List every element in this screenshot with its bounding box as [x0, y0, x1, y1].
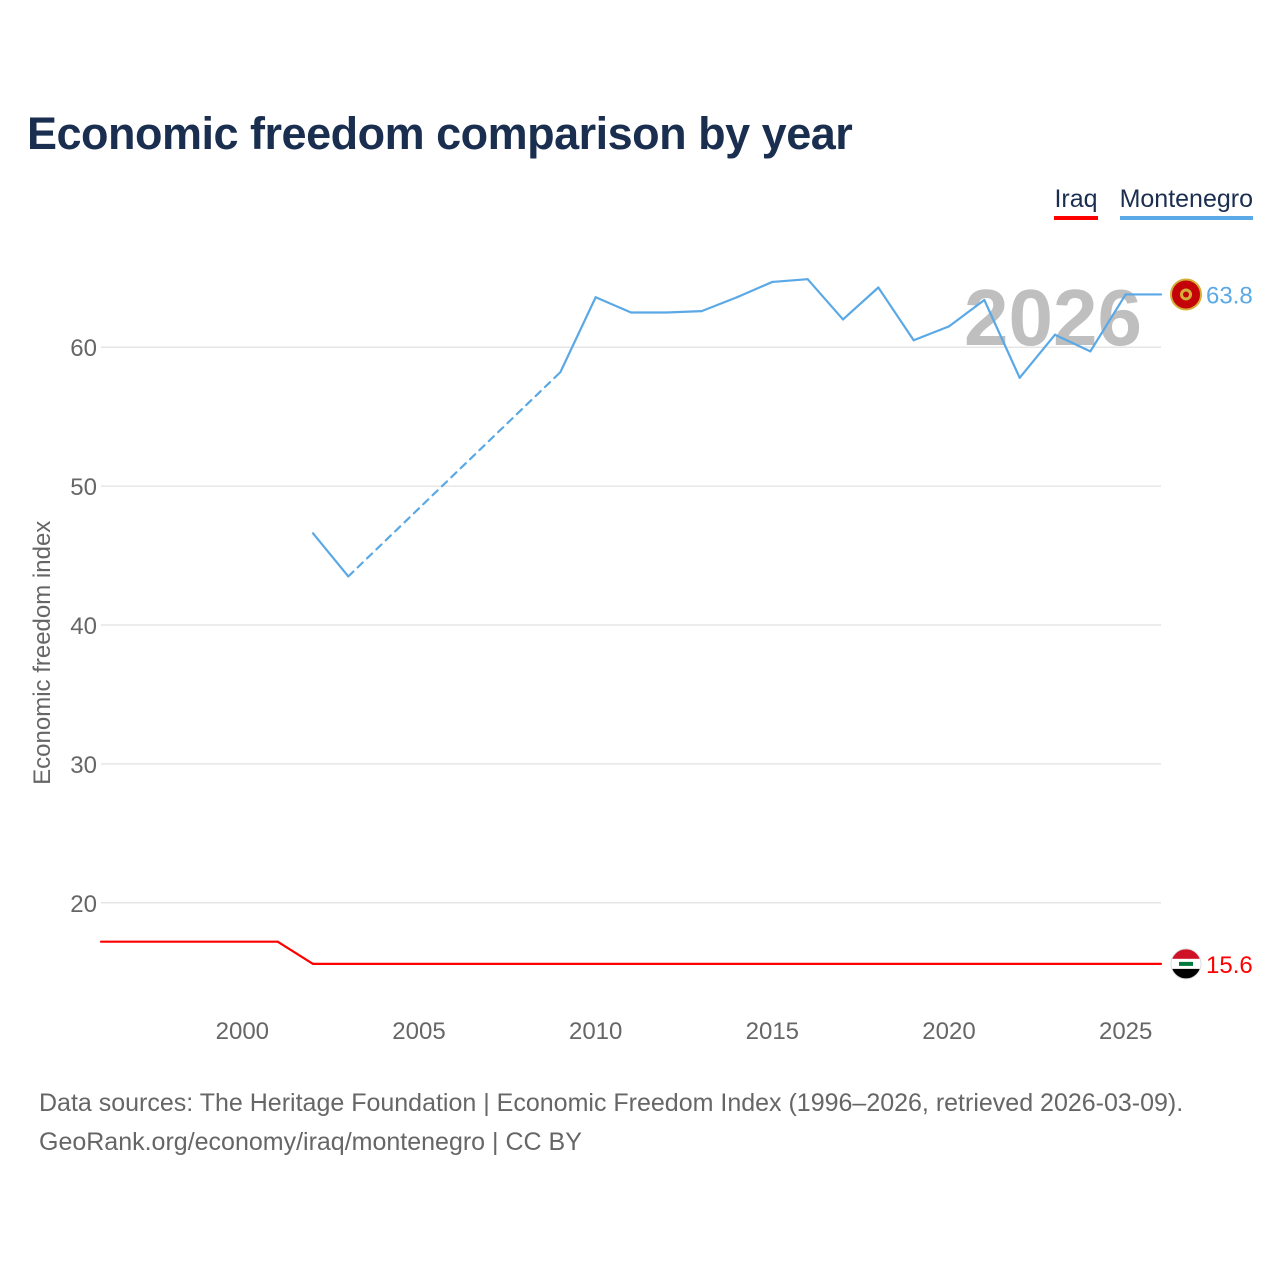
y-axis-label: Economic freedom index — [29, 521, 56, 785]
footer: Data sources: The Heritage Foundation | … — [39, 1084, 1183, 1162]
montenegro-segment-2022-2023 — [1018, 333, 1057, 379]
montenegro-segment-2024-2025 — [1089, 293, 1127, 353]
montenegro-segment-2017-2018 — [841, 286, 880, 321]
iraq-flag-icon — [1170, 948, 1202, 980]
iraq-segment-2001-2002 — [276, 940, 315, 965]
series-lines — [99, 278, 1163, 965]
montenegro-segment-2002-2003 — [311, 532, 350, 578]
montenegro-segment-2014-2015 — [735, 280, 774, 299]
x-tick-2010: 2010 — [569, 1018, 622, 1045]
montenegro-flag-icon — [1170, 278, 1202, 311]
legend-item-montenegro[interactable]: Montenegro — [1119, 184, 1253, 220]
montenegro-segment-2020-2021 — [947, 298, 986, 328]
montenegro-segment-2010-2011 — [594, 296, 633, 314]
year-watermark: 2026 — [964, 273, 1142, 362]
y-axis-ticks: 20 30 40 50 60 — [70, 335, 97, 918]
x-tick-2020: 2020 — [922, 1018, 975, 1045]
montenegro-segment-2003-2009 — [347, 371, 562, 578]
montenegro-segment-2013-2014 — [700, 296, 739, 313]
footer-attribution: GeoRank.org/economy/iraq/montenegro | CC… — [39, 1128, 582, 1156]
y-tick-30: 30 — [70, 752, 97, 779]
montenegro-segment-2023-2024 — [1053, 333, 1092, 353]
montenegro-segment-2015-2016 — [771, 278, 809, 284]
x-tick-2025: 2025 — [1099, 1018, 1152, 1045]
x-axis-ticks: 2000 2005 2010 2015 2020 2025 — [216, 1018, 1153, 1045]
chart-title: Economic freedom comparison by year — [27, 108, 853, 159]
y-tick-60: 60 — [70, 335, 97, 362]
montenegro-segment-2021-2022 — [983, 298, 1021, 379]
y-tick-50: 50 — [70, 474, 97, 501]
line-chart: 20 30 40 50 60 2000 2005 2010 2015 2020 2025 Econ… — [29, 273, 1253, 1045]
montenegro-segment-2018-2019 — [877, 286, 915, 342]
y-tick-20: 20 — [70, 891, 97, 918]
footer-sources: Data sources: The Heritage Foundation | … — [39, 1089, 1184, 1117]
grid-lines — [101, 346, 1161, 904]
x-tick-2005: 2005 — [392, 1018, 445, 1045]
montenegro-end-label: 63.8 — [1206, 282, 1253, 309]
montenegro-segment-2019-2020 — [912, 325, 951, 342]
montenegro-segment-2016-2017 — [806, 278, 845, 321]
end-labels: 15.6 63.8 — [1170, 278, 1253, 980]
iraq-end-label: 15.6 — [1206, 952, 1253, 979]
legend-item-iraq[interactable]: Iraq — [1054, 184, 1098, 220]
y-tick-40: 40 — [70, 613, 97, 640]
x-tick-2015: 2015 — [746, 1018, 799, 1045]
montenegro-segment-2012-2013 — [665, 310, 703, 314]
x-tick-2000: 2000 — [216, 1018, 269, 1045]
montenegro-segment-2009-2010 — [559, 296, 597, 374]
legend: Iraq Montenegro — [1054, 184, 1253, 220]
